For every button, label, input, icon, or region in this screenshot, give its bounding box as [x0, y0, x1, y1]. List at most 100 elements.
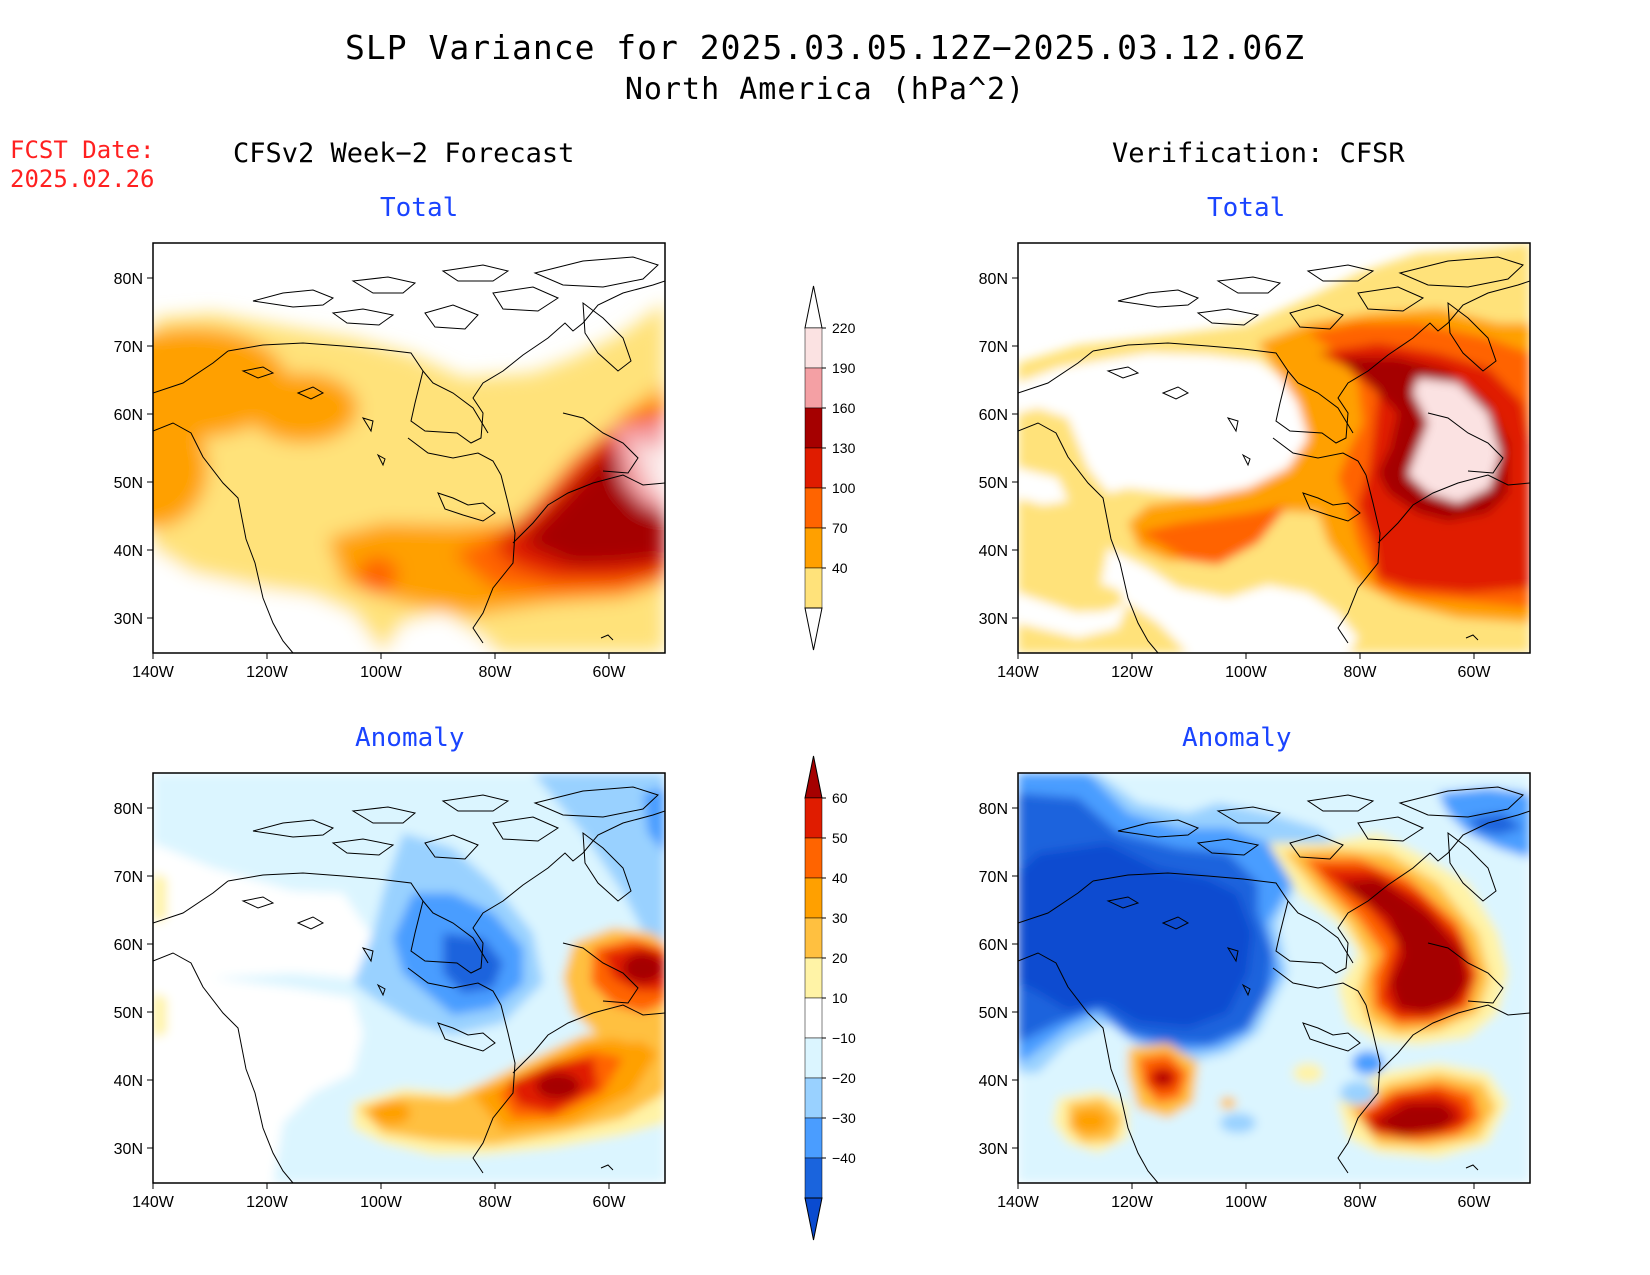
colorbar-label: 220: [832, 320, 856, 336]
colorbar-swatch: [804, 447, 823, 489]
panel-title-verification-total: Total: [1207, 193, 1286, 223]
colorbar-label: 30: [832, 910, 848, 926]
colorbar-swatch: [804, 877, 823, 919]
lat-tick-label: 40N: [114, 543, 143, 560]
colorbar-label: 40: [832, 560, 848, 576]
lon-tick-label: 60W: [593, 1194, 627, 1211]
map-frame: [1017, 772, 1531, 1184]
lon-tick-label: 100W: [360, 664, 403, 681]
lat-tick-label: 40N: [114, 1073, 143, 1090]
colorbar-label: −30: [832, 1110, 856, 1126]
colorbar-label: 190: [832, 360, 856, 376]
colorbar-swatch: [804, 837, 823, 879]
colorbar-swatch: [804, 327, 823, 369]
panel-title-forecast-anomaly: Anomaly: [355, 723, 465, 753]
map-frame: [1017, 242, 1531, 654]
lat-tick-label: 80N: [979, 801, 1008, 818]
verification-column-title: Verification: CFSR: [1112, 138, 1405, 169]
lon-tick-label: 120W: [246, 1194, 289, 1211]
map-forecast-anomaly: [152, 772, 666, 1184]
lon-tick-label: 100W: [360, 1194, 403, 1211]
colorbar-swatch: [804, 997, 823, 1039]
colorbar-swatch: [804, 527, 823, 569]
lat-tick-label: 60N: [114, 937, 143, 954]
lon-tick-label: 80W: [479, 1194, 513, 1211]
colorbar-label: −40: [832, 1150, 856, 1166]
colorbar-max-arrow: [804, 755, 823, 799]
colorbar-swatch: [804, 1037, 823, 1079]
lat-tick-label: 70N: [114, 339, 143, 356]
colorbar-label: 50: [832, 830, 848, 846]
colorbar-swatch: [804, 1077, 823, 1119]
colorbar-label: 60: [832, 790, 848, 806]
main-title: SLP Variance for 2025.03.05.12Z−2025.03.…: [345, 28, 1305, 67]
lon-tick-label: 80W: [479, 664, 513, 681]
map-frame: [152, 242, 666, 654]
lat-tick-label: 60N: [114, 407, 143, 424]
map-verification-anomaly: [1017, 772, 1531, 1184]
lon-tick-label: 120W: [246, 664, 289, 681]
colorbar-label: 40: [832, 870, 848, 886]
colorbar-label: 160: [832, 400, 856, 416]
colorbar-label: 130: [832, 440, 856, 456]
lat-tick-label: 80N: [979, 271, 1008, 288]
panel-title-forecast-total: Total: [380, 193, 459, 223]
lon-tick-label: 140W: [997, 1194, 1040, 1211]
lon-tick-label: 120W: [1111, 1194, 1154, 1211]
colorbar-swatch: [804, 567, 823, 609]
map-forecast-total: [152, 242, 666, 654]
lon-tick-label: 100W: [1225, 664, 1268, 681]
colorbar-swatch: [804, 1157, 823, 1199]
lat-tick-label: 80N: [114, 271, 143, 288]
lat-tick-label: 40N: [979, 543, 1008, 560]
lon-tick-label: 80W: [1344, 664, 1378, 681]
colorbar-min-arrow: [804, 1197, 823, 1241]
map-frame: [152, 772, 666, 1184]
lat-tick-label: 50N: [979, 1005, 1008, 1022]
map-verification-total: [1017, 242, 1531, 654]
subtitle: North America (hPa^2): [624, 72, 1026, 107]
lat-tick-label: 50N: [114, 475, 143, 492]
colorbar-swatch: [804, 487, 823, 529]
lon-tick-label: 100W: [1225, 1194, 1268, 1211]
colorbar-swatch: [804, 957, 823, 999]
lon-tick-label: 140W: [132, 664, 175, 681]
colorbar-label: −10: [832, 1030, 856, 1046]
colorbar-label: 70: [832, 520, 848, 536]
forecast-date-value: 2025.02.26: [10, 165, 155, 193]
colorbar-anomaly: 60 50 40 30 20 10 −10 −20 −30 −40: [804, 755, 856, 1241]
colorbar-label: −20: [832, 1070, 856, 1086]
colorbar-swatch: [804, 917, 823, 959]
lon-tick-label: 60W: [1458, 1194, 1492, 1211]
lat-tick-label: 70N: [979, 339, 1008, 356]
colorbar-label: 100: [832, 480, 856, 496]
colorbar-label: 10: [832, 990, 848, 1006]
map-axes: 80N 70N 60N 50N 40N 30N 140W 120W 100W 80W 60W 80N 7…: [114, 271, 1492, 1211]
forecast-date-caption: FCST Date:: [10, 136, 155, 164]
lat-tick-label: 80N: [114, 801, 143, 818]
lat-tick-label: 30N: [114, 1141, 143, 1158]
lon-tick-label: 60W: [593, 664, 627, 681]
lat-tick-label: 50N: [114, 1005, 143, 1022]
lat-tick-label: 30N: [979, 1141, 1008, 1158]
colorbar-swatch: [804, 1117, 823, 1159]
colorbar-swatch: [804, 367, 823, 409]
lat-tick-label: 30N: [979, 611, 1008, 628]
lat-tick-label: 70N: [114, 869, 143, 886]
lat-tick-label: 60N: [979, 407, 1008, 424]
lat-tick-label: 60N: [979, 937, 1008, 954]
forecast-date-label: FCST Date: 2025.02.26: [10, 136, 155, 194]
lat-tick-label: 30N: [114, 611, 143, 628]
colorbar-label: 20: [832, 950, 848, 966]
panel-title-verification-anomaly: Anomaly: [1182, 723, 1292, 753]
lat-tick-label: 70N: [979, 869, 1008, 886]
lat-tick-label: 50N: [979, 475, 1008, 492]
lon-tick-label: 140W: [132, 1194, 175, 1211]
colorbar-swatch: [804, 407, 823, 449]
lon-tick-label: 140W: [997, 664, 1040, 681]
forecast-column-title: CFSv2 Week−2 Forecast: [233, 138, 575, 169]
lon-tick-label: 120W: [1111, 664, 1154, 681]
lon-tick-label: 60W: [1458, 664, 1492, 681]
colorbar-swatch: [804, 797, 823, 839]
